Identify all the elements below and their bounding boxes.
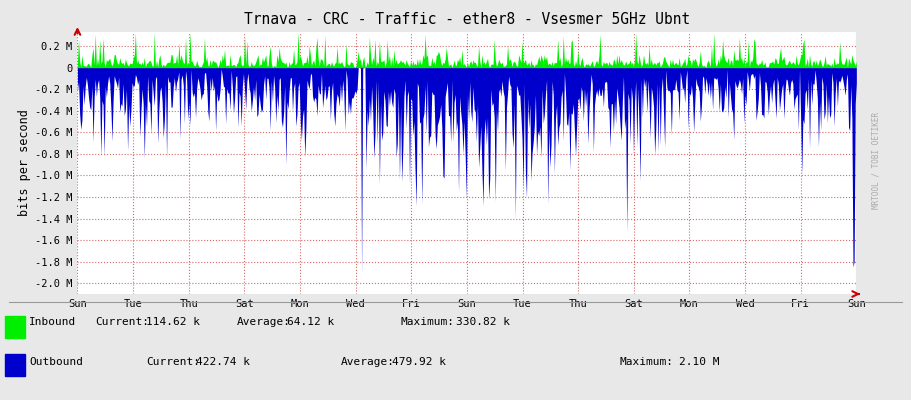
Text: Inbound: Inbound [29,317,77,327]
Text: Outbound: Outbound [29,357,83,367]
Title: Trnava - CRC - Traffic - ether8 - Vsesmer 5GHz Ubnt: Trnava - CRC - Traffic - ether8 - Vsesme… [244,12,690,27]
Text: Maximum:: Maximum: [619,357,673,367]
Text: 479.92 k: 479.92 k [392,357,445,367]
Text: Current:: Current: [96,317,149,327]
Text: Current:: Current: [146,357,200,367]
Text: MRTOOL / TOBI OETIKER: MRTOOL / TOBI OETIKER [872,112,881,208]
Y-axis label: bits per second: bits per second [18,110,31,216]
Text: 422.74 k: 422.74 k [196,357,250,367]
Text: 114.62 k: 114.62 k [146,317,200,327]
Text: 64.12 k: 64.12 k [287,317,334,327]
Text: 2.10 M: 2.10 M [679,357,719,367]
Text: 330.82 k: 330.82 k [456,317,509,327]
Text: Average:: Average: [237,317,291,327]
Text: Maximum:: Maximum: [401,317,455,327]
Text: Average:: Average: [341,357,394,367]
